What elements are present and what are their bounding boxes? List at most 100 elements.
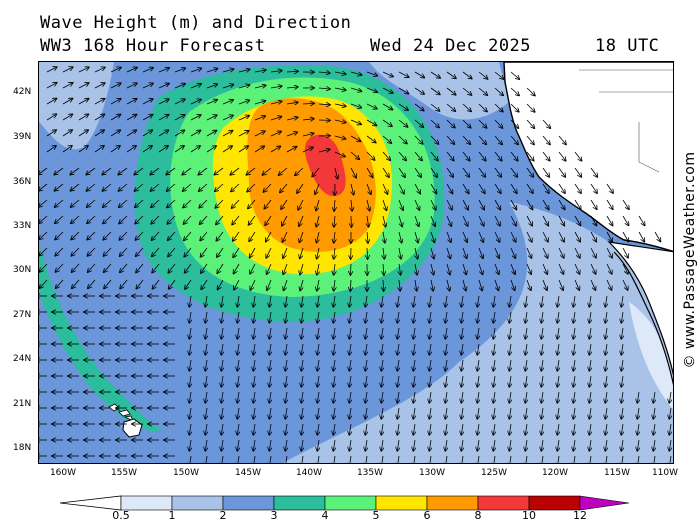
wave-arrow <box>557 311 559 323</box>
wave-arrow <box>267 279 272 290</box>
wave-arrow <box>542 183 549 193</box>
wave-arrow <box>349 439 351 451</box>
wave-arrow <box>270 132 281 137</box>
wave-arrow <box>78 83 89 89</box>
wave-arrow <box>493 407 495 419</box>
wave-arrow <box>302 119 314 120</box>
wave-arrow <box>246 167 256 175</box>
wave-arrow <box>573 439 575 451</box>
wave-arrow <box>446 71 456 78</box>
wave-arrow <box>590 247 596 258</box>
wave-arrow <box>430 183 437 194</box>
wave-arrow <box>573 375 575 387</box>
wave-arrow <box>383 215 386 227</box>
wave-arrow <box>366 151 375 160</box>
wave-arrow <box>301 343 303 355</box>
wave-arrow <box>237 455 239 463</box>
wave-arrow <box>574 183 581 193</box>
wave-arrow <box>280 183 288 192</box>
wave-arrow <box>622 215 629 225</box>
wave-arrow <box>447 263 450 275</box>
wave-arrow <box>349 455 351 463</box>
wave-arrow <box>200 215 208 224</box>
wave-arrow <box>526 183 533 193</box>
wave-arrow <box>94 99 105 105</box>
wave-arrow <box>206 115 217 121</box>
wave-arrow <box>637 407 639 419</box>
wave-arrow <box>365 343 367 355</box>
wave-arrow <box>269 455 271 463</box>
wave-arrow <box>350 279 351 291</box>
wave-arrow <box>350 119 361 124</box>
legend-swatch <box>324 495 377 511</box>
wave-arrow <box>590 183 597 193</box>
wave-arrow <box>478 279 482 291</box>
wave-arrow <box>189 343 191 355</box>
wave-arrow <box>477 327 479 339</box>
wave-arrow <box>605 455 607 463</box>
legend-label: 0.5 <box>112 509 130 522</box>
wave-arrow <box>103 215 112 224</box>
legend-label: 3 <box>270 509 278 522</box>
wave-arrow <box>509 359 511 371</box>
wave-arrow <box>398 151 406 160</box>
wave-arrow <box>383 279 384 291</box>
wave-arrow <box>46 130 56 137</box>
wave-arrow <box>104 247 112 256</box>
wave-arrow <box>317 263 319 275</box>
wave-arrow <box>221 375 223 387</box>
wave-arrow <box>381 407 383 419</box>
wave-arrow <box>189 359 191 371</box>
wave-arrow <box>383 231 385 243</box>
wave-arrow <box>198 167 208 175</box>
wave-arrow <box>142 99 153 105</box>
wave-arrow <box>477 439 479 451</box>
wave-arrow <box>174 84 185 89</box>
wave-arrow <box>217 247 224 257</box>
wave-arrow <box>461 391 463 403</box>
wave-arrow <box>169 279 176 289</box>
credit-label: © www.PassageWeather.com <box>682 151 698 369</box>
wave-arrow <box>183 183 192 191</box>
wave-arrow <box>542 215 548 226</box>
wave-arrow <box>270 101 282 104</box>
wave-arrow <box>382 87 393 93</box>
wave-arrow <box>541 295 543 307</box>
wave-arrow <box>590 263 596 274</box>
wave-arrow <box>349 407 351 419</box>
wave-arrow <box>333 375 335 387</box>
wave-arrow <box>317 439 319 451</box>
wave-arrow <box>573 455 575 463</box>
wave-arrow <box>333 407 335 419</box>
wave-arrow <box>653 391 655 403</box>
wave-arrow <box>510 231 516 242</box>
wave-arrow <box>205 423 207 435</box>
wave-arrow <box>87 199 96 207</box>
wave-arrow <box>605 407 607 419</box>
wave-arrow <box>653 407 655 419</box>
wave-arrow <box>238 131 249 137</box>
wave-arrow <box>222 85 233 89</box>
wave-arrow <box>510 199 517 210</box>
wave-arrow <box>366 103 377 109</box>
wave-arrow <box>510 151 518 161</box>
wave-arrow <box>253 455 255 463</box>
wave-arrow <box>189 327 191 339</box>
wave-arrow <box>510 135 518 144</box>
wave-arrow <box>445 439 447 451</box>
wave-arrow <box>445 311 447 323</box>
wave-arrow <box>429 295 431 307</box>
wave-arrow <box>284 279 288 290</box>
wave-arrow <box>205 375 207 387</box>
wave-arrow <box>446 215 451 226</box>
wave-arrow <box>605 311 607 323</box>
wave-arrow <box>557 407 559 419</box>
wave-arrow <box>478 119 487 128</box>
wave-arrow <box>232 199 240 208</box>
wave-arrow <box>366 119 377 126</box>
wave-arrow <box>334 72 346 74</box>
wave-arrow <box>477 391 479 403</box>
wave-arrow <box>429 311 431 323</box>
wave-arrow <box>414 87 424 94</box>
wave-arrow <box>590 215 597 226</box>
